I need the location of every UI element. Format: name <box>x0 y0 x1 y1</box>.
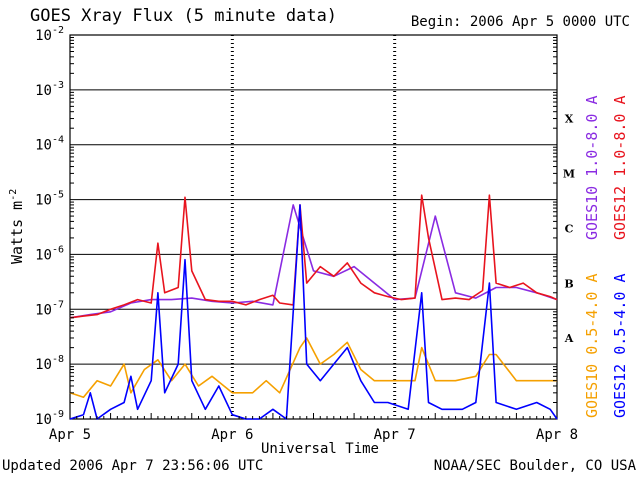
legend-goes12-short: GOES12 0.5-4.0 A <box>611 273 629 419</box>
legend-goes10-short: GOES10 0.5-4.0 A <box>583 273 601 419</box>
y-tick-label: 10-5 <box>35 190 64 209</box>
x-tick-label: Apr 6 <box>211 427 253 443</box>
legend-goes12-long: GOES12 1.0-8.0 A <box>611 95 629 241</box>
updated-timestamp: Updated 2006 Apr 7 23:56:06 UTC <box>2 458 264 474</box>
y-axis-label: Watts m-2 <box>8 188 26 264</box>
series-line-1 <box>69 194 558 319</box>
plot-area <box>69 34 558 420</box>
source-credit: NOAA/SEC Boulder, CO USA <box>433 458 636 474</box>
flare-class-label: A <box>564 332 574 345</box>
plot-grid <box>70 35 557 419</box>
y-tick-label: 10-2 <box>35 25 64 44</box>
x-axis-label: Universal Time <box>260 441 379 457</box>
axis-layer: 10-9 10-8 10-7 10-6 10-5 10-4 10-3 10-2 Apr 5 Apr… <box>35 25 578 443</box>
series-line-2 <box>69 337 557 398</box>
legend-goes10-long: GOES10 1.0-8.0 A <box>583 95 601 241</box>
y-tick-label: 10-6 <box>35 244 64 263</box>
flare-class-label: C <box>565 222 574 235</box>
y-tick-label: 10-8 <box>35 354 64 373</box>
y-tick-label: 10-4 <box>35 135 64 154</box>
x-tick-label: Apr 7 <box>374 427 416 443</box>
y-tick-label: 10-7 <box>35 299 64 318</box>
flare-class-label: X <box>565 113 574 126</box>
x-tick-label: Apr 5 <box>49 427 91 443</box>
flare-class-label: B <box>564 277 573 290</box>
begin-time-label: Begin: 2006 Apr 5 0000 UTC <box>410 14 630 30</box>
x-tick-label: Apr 8 <box>536 427 578 443</box>
chart-title: GOES Xray Flux (5 minute data) <box>30 6 338 26</box>
y-tick-label: 10-9 <box>35 409 64 428</box>
y-tick-label: 10-3 <box>35 80 64 99</box>
flare-class-label: M <box>563 168 575 181</box>
